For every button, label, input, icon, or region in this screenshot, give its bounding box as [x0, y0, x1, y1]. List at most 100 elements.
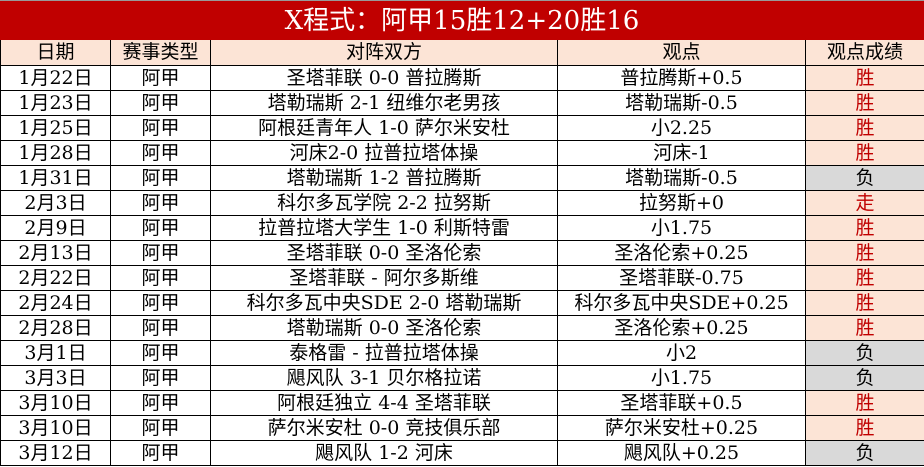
result-cell: 负: [805, 339, 924, 366]
match-cell: 科尔多瓦学院 2-2 拉努斯: [210, 189, 558, 216]
table-row: 2月22日 阿甲 圣塔菲联 - 阿尔多斯维 圣塔菲联-0.75 胜: [0, 264, 924, 291]
date-cell: 3月10日: [0, 414, 111, 441]
match-cell: 拉普拉塔大学生 1-0 利斯特雷: [210, 214, 558, 241]
table-row: 3月10日 阿甲 萨尔米安杜 0-0 竞技俱乐部 萨尔米安杜+0.25 胜: [0, 414, 924, 441]
league-cell: 阿甲: [110, 114, 211, 141]
league-cell: 阿甲: [110, 439, 211, 466]
pick-cell: 萨尔米安杜+0.25: [557, 414, 806, 441]
table-row: 2月13日 阿甲 圣塔菲联 0-0 圣洛伦索 圣洛伦索+0.25 胜: [0, 239, 924, 266]
header-league: 赛事类型: [110, 40, 211, 66]
league-cell: 阿甲: [110, 89, 211, 116]
date-cell: 1月31日: [0, 164, 111, 191]
table-row: 2月3日 阿甲 科尔多瓦学院 2-2 拉努斯 拉努斯+0 走: [0, 189, 924, 216]
header-row: 日期 赛事类型 对阵双方 观点 观点成绩: [0, 40, 924, 66]
match-cell: 科尔多瓦中央SDE 2-0 塔勒瑞斯: [210, 289, 558, 316]
result-cell: 胜: [805, 414, 924, 441]
date-cell: 2月28日: [0, 314, 111, 341]
table-row: 3月3日 阿甲 飓风队 3-1 贝尔格拉诺 小1.75 负: [0, 364, 924, 391]
match-cell: 河床2-0 拉普拉塔体操: [210, 139, 558, 166]
result-cell: 胜: [805, 239, 924, 266]
date-cell: 2月9日: [0, 214, 111, 241]
result-cell: 走: [805, 189, 924, 216]
match-cell: 飓风队 3-1 贝尔格拉诺: [210, 364, 558, 391]
league-cell: 阿甲: [110, 364, 211, 391]
league-cell: 阿甲: [110, 139, 211, 166]
league-cell: 阿甲: [110, 239, 211, 266]
pick-cell: 小2: [557, 339, 806, 366]
result-cell: 胜: [805, 264, 924, 291]
pick-cell: 拉努斯+0: [557, 189, 806, 216]
pick-cell: 飓风队+0.25: [557, 439, 806, 466]
result-cell: 胜: [805, 114, 924, 141]
date-cell: 2月24日: [0, 289, 111, 316]
date-cell: 3月12日: [0, 439, 111, 466]
result-cell: 胜: [805, 314, 924, 341]
result-cell: 负: [805, 364, 924, 391]
result-cell: 胜: [805, 214, 924, 241]
date-cell: 2月13日: [0, 239, 111, 266]
league-cell: 阿甲: [110, 289, 211, 316]
result-cell: 负: [805, 164, 924, 191]
match-cell: 塔勒瑞斯 2-1 纽维尔老男孩: [210, 89, 558, 116]
pick-cell: 圣洛伦索+0.25: [557, 314, 806, 341]
league-cell: 阿甲: [110, 214, 211, 241]
match-cell: 萨尔米安杜 0-0 竞技俱乐部: [210, 414, 558, 441]
match-cell: 塔勒瑞斯 0-0 圣洛伦索: [210, 314, 558, 341]
pick-cell: 圣塔菲联-0.75: [557, 264, 806, 291]
match-cell: 圣塔菲联 - 阿尔多斯维: [210, 264, 558, 291]
pick-cell: 小1.75: [557, 364, 806, 391]
pick-cell: 河床-1: [557, 139, 806, 166]
header-pick: 观点: [557, 40, 806, 66]
pick-cell: 塔勒瑞斯-0.5: [557, 89, 806, 116]
date-cell: 1月28日: [0, 139, 111, 166]
league-cell: 阿甲: [110, 189, 211, 216]
date-cell: 3月1日: [0, 339, 111, 366]
date-cell: 3月10日: [0, 389, 111, 416]
league-cell: 阿甲: [110, 164, 211, 191]
pick-cell: 圣洛伦索+0.25: [557, 239, 806, 266]
league-cell: 阿甲: [110, 414, 211, 441]
date-cell: 2月22日: [0, 264, 111, 291]
page-title: X程式：阿甲15胜12+20胜16: [0, 0, 924, 40]
date-cell: 1月23日: [0, 89, 111, 116]
pick-cell: 圣塔菲联+0.5: [557, 389, 806, 416]
date-cell: 3月3日: [0, 364, 111, 391]
pick-cell: 塔勒瑞斯-0.5: [557, 164, 806, 191]
league-cell: 阿甲: [110, 264, 211, 291]
result-cell: 胜: [805, 64, 924, 91]
header-date: 日期: [0, 40, 111, 66]
result-cell: 胜: [805, 89, 924, 116]
match-cell: 圣塔菲联 0-0 圣洛伦索: [210, 239, 558, 266]
table-row: 1月28日 阿甲 河床2-0 拉普拉塔体操 河床-1 胜: [0, 139, 924, 166]
table-row: 2月24日 阿甲 科尔多瓦中央SDE 2-0 塔勒瑞斯 科尔多瓦中央SDE+0.25 胜: [0, 289, 924, 316]
table-row: 1月23日 阿甲 塔勒瑞斯 2-1 纽维尔老男孩 塔勒瑞斯-0.5 胜: [0, 89, 924, 116]
table-row: 1月25日 阿甲 阿根廷青年人 1-0 萨尔米安杜 小2.25 胜: [0, 114, 924, 141]
match-cell: 泰格雷 - 拉普拉塔体操: [210, 339, 558, 366]
match-cell: 飓风队 1-2 河床: [210, 439, 558, 466]
league-cell: 阿甲: [110, 389, 211, 416]
table-row: 2月28日 阿甲 塔勒瑞斯 0-0 圣洛伦索 圣洛伦索+0.25 胜: [0, 314, 924, 341]
result-cell: 负: [805, 439, 924, 466]
table-row: 3月10日 阿甲 阿根廷独立 4-4 圣塔菲联 圣塔菲联+0.5 胜: [0, 389, 924, 416]
result-cell: 胜: [805, 389, 924, 416]
header-result: 观点成绩: [805, 40, 924, 66]
league-cell: 阿甲: [110, 64, 211, 91]
date-cell: 1月25日: [0, 114, 111, 141]
league-cell: 阿甲: [110, 314, 211, 341]
date-cell: 1月22日: [0, 64, 111, 91]
result-cell: 胜: [805, 289, 924, 316]
header-match: 对阵双方: [210, 40, 558, 66]
match-cell: 阿根廷独立 4-4 圣塔菲联: [210, 389, 558, 416]
result-cell: 胜: [805, 139, 924, 166]
pick-cell: 普拉腾斯+0.5: [557, 64, 806, 91]
match-cell: 阿根廷青年人 1-0 萨尔米安杜: [210, 114, 558, 141]
results-table: 日期 赛事类型 对阵双方 观点 观点成绩 1月22日 阿甲 圣塔菲联 0-0 普拉腾…: [0, 40, 924, 466]
table-row: 3月12日 阿甲 飓风队 1-2 河床 飓风队+0.25 负: [0, 439, 924, 466]
date-cell: 2月3日: [0, 189, 111, 216]
match-cell: 圣塔菲联 0-0 普拉腾斯: [210, 64, 558, 91]
pick-cell: 小1.75: [557, 214, 806, 241]
match-cell: 塔勒瑞斯 1-2 普拉腾斯: [210, 164, 558, 191]
pick-cell: 科尔多瓦中央SDE+0.25: [557, 289, 806, 316]
table-row: 1月22日 阿甲 圣塔菲联 0-0 普拉腾斯 普拉腾斯+0.5 胜: [0, 64, 924, 91]
table-row: 3月1日 阿甲 泰格雷 - 拉普拉塔体操 小2 负: [0, 339, 924, 366]
